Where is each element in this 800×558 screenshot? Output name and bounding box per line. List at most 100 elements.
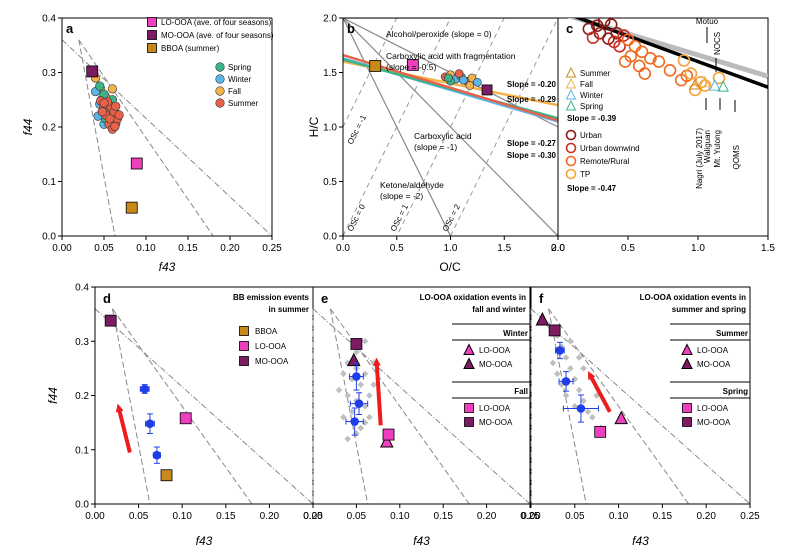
panel-label: d — [103, 291, 111, 306]
tp-point — [712, 71, 726, 85]
x-tick-label: 0.15 — [433, 511, 453, 522]
spring-point — [95, 81, 105, 91]
panel-frame — [94, 286, 314, 505]
legend-label: MO-OOA — [479, 418, 513, 427]
oxidation-arrow-head — [372, 357, 381, 366]
x-tick-label: 1.5 — [761, 243, 775, 254]
fall-mo-ooa-marker — [350, 338, 363, 350]
site-label: Mt. Yulong — [713, 130, 722, 168]
y-tick-label: 1.5 — [323, 68, 337, 79]
site-label: NOCS — [713, 32, 722, 55]
gray-point — [567, 337, 574, 345]
remote-point — [638, 67, 652, 80]
legend-triangle — [565, 88, 577, 100]
legend-circle — [565, 168, 577, 180]
legend-season: Summer — [580, 69, 611, 78]
panel-title: in summer — [269, 305, 309, 314]
tp-point — [684, 67, 698, 80]
legend-label: MO-OOA — [255, 357, 289, 366]
gray-point — [575, 386, 583, 394]
legend-mo-ooa: MO-OOA (ave. of four seasons) — [161, 31, 274, 40]
summer-point — [99, 98, 109, 108]
legend-group-title: Summer — [716, 329, 748, 338]
x-tick-label: 0.20 — [220, 243, 240, 254]
y-tick-label: 0.4 — [42, 14, 56, 25]
gray-point — [562, 392, 570, 399]
winter-triangle — [708, 78, 721, 91]
legend-winter-swatch — [215, 74, 225, 84]
x-tick-label: 0.05 — [94, 243, 114, 254]
triangle-inner-left — [78, 39, 116, 237]
mo-ooa-marker — [86, 65, 99, 78]
x-tick-label: 0.05 — [129, 511, 149, 522]
summer-point — [110, 121, 120, 132]
panel-title: fall and winter — [472, 305, 526, 314]
gray-point — [344, 435, 352, 443]
x-tick-label: 0.5 — [390, 243, 404, 254]
mean-point — [350, 417, 359, 426]
summer-lo-ooa-marker — [614, 410, 629, 425]
gray-point — [361, 419, 369, 426]
gray-point — [340, 413, 347, 421]
gray-point — [361, 337, 369, 345]
x-tick-label: 0.10 — [136, 243, 156, 254]
legend-season: Spring — [580, 102, 603, 111]
panel-label: f — [539, 291, 544, 306]
spring-triangle — [717, 80, 730, 92]
mean-point — [140, 384, 150, 394]
y-tick-label: 0.3 — [42, 68, 56, 79]
remote-point — [635, 45, 649, 59]
site-label: QOMS — [732, 145, 741, 169]
legend-lo-ooa-swatch — [147, 17, 157, 27]
remote-point — [621, 33, 635, 47]
x-tick-label: 0.10 — [390, 511, 410, 522]
legend-swatch — [681, 343, 693, 355]
gray-point — [549, 359, 557, 367]
x-tick-label: 0.0 — [336, 243, 350, 254]
panel-title: BB emission events — [233, 293, 310, 302]
legend-label: LO-OOA — [255, 342, 287, 351]
y-tick-label: 2.0 — [323, 14, 337, 25]
legend-site-type: TP — [580, 170, 590, 179]
x-tick-label: 0.05 — [565, 511, 585, 522]
gray-point — [567, 365, 574, 372]
osc-label: OSc = 0 — [346, 202, 367, 233]
bboa-marker — [369, 60, 382, 72]
slope-label: Slope = -0.27 — [507, 139, 557, 148]
legend-mo-ooa-swatch — [147, 30, 157, 40]
gray-point — [589, 413, 596, 421]
gray-point — [553, 370, 561, 378]
seasonal-point — [444, 73, 453, 83]
legend-label: LO-OOA — [479, 346, 511, 355]
legend-label: BBOA — [255, 327, 278, 336]
x-tick-label: 0.25 — [303, 511, 323, 522]
x-tick-label: 0.20 — [260, 511, 280, 522]
legend-swatch — [682, 417, 692, 427]
x-axis-label: f43 — [196, 534, 213, 548]
winter-lo-ooa-marker — [379, 434, 394, 448]
gray-point — [348, 408, 356, 416]
urban_downwind-point — [617, 29, 631, 42]
black-slope-label: Slope = -0.47 — [567, 184, 617, 193]
legend-swatch — [681, 357, 693, 369]
gray-point — [361, 370, 369, 378]
legend-group-title: Spring — [723, 387, 748, 396]
legend-lo-ooa: LO-OOA (ave. of four seasons) — [161, 18, 272, 27]
y-tick-label: 0.0 — [75, 500, 89, 511]
annotation: Carboxylic acid — [414, 131, 472, 141]
x-tick-label: 1.0 — [691, 243, 705, 254]
mean-point — [352, 372, 361, 381]
slope-1-line — [343, 18, 558, 236]
panel-label: c — [566, 21, 573, 36]
remote-point — [632, 59, 646, 73]
legend-label: LO-OOA — [697, 404, 729, 413]
x-tick-label: 0.15 — [216, 511, 236, 522]
legend-swatch — [463, 343, 475, 355]
legend-swatch — [464, 403, 474, 413]
legend-swatch — [464, 417, 474, 427]
gray-point — [348, 375, 356, 383]
osc-label: OSc = -1 — [346, 113, 369, 146]
remote-point — [618, 55, 632, 68]
legend-summer-swatch — [215, 98, 225, 108]
y-axis-label: f44 — [21, 118, 35, 135]
